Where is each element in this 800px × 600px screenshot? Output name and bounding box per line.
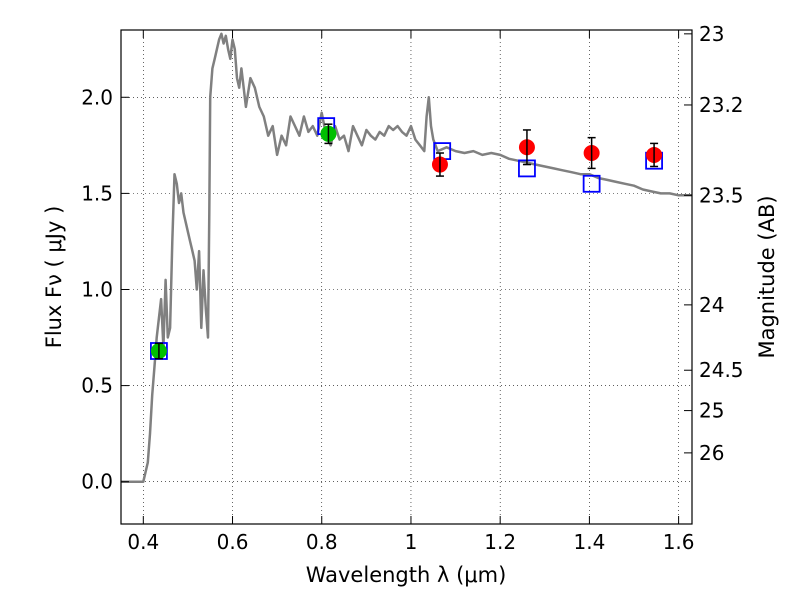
y-axis-label: Flux Fν ( μJy ) — [42, 206, 66, 349]
x-tick-label: 0.8 — [306, 530, 338, 554]
y-tick-label: 1.5 — [81, 181, 113, 205]
y-tick-label: 1.0 — [81, 277, 113, 301]
y2-axis-label: Magnitude (AB) — [755, 195, 779, 358]
plot-frame — [120, 29, 693, 525]
x-axis-label: Wavelength λ (μm) — [306, 563, 507, 587]
x-tick-label: 1.2 — [484, 530, 516, 554]
x-tick-label: 1.6 — [663, 530, 695, 554]
y-tick-label: 2.0 — [81, 85, 113, 109]
x-tick-label: 1 — [405, 530, 418, 554]
y2-tick-label: 26 — [699, 441, 724, 465]
x-tick-label: 1.4 — [573, 530, 605, 554]
spectrum-line — [121, 32, 692, 483]
x-tick-label: 0.4 — [127, 530, 159, 554]
y-tick-label: 0.5 — [81, 374, 113, 398]
ticks: 0.4 0.6 0.8 1 1.2 1.4 1.6 0.0 0.5 1.0 1.5 2.0 23 23.2… — [81, 22, 743, 554]
plot-area — [121, 30, 692, 524]
series-layer — [121, 32, 692, 483]
y2-tick-label: 24 — [699, 293, 724, 317]
y2-tick-label: 23.5 — [699, 183, 744, 207]
y2-tick-label: 23.2 — [699, 93, 744, 117]
y2-tick-label: 25 — [699, 399, 724, 423]
y-tick-label: 0.0 — [81, 470, 113, 494]
y2-tick-label: 24.5 — [699, 358, 744, 382]
x-tick-label: 0.6 — [217, 530, 249, 554]
model-photometry-square — [582, 174, 601, 193]
y2-tick-label: 23 — [699, 22, 724, 46]
